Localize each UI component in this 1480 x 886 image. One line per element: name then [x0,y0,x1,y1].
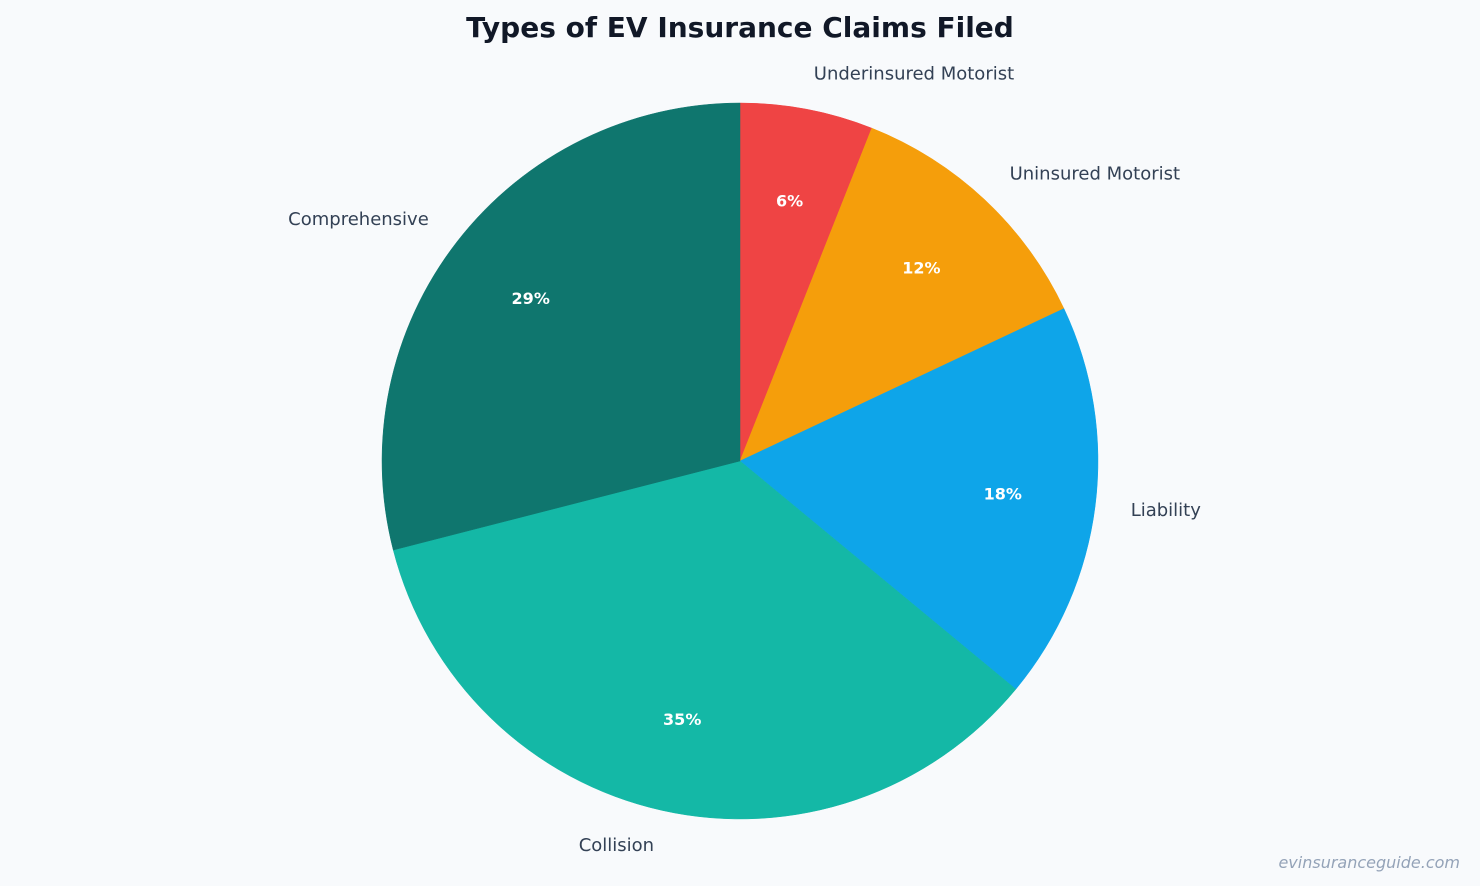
watermark: evinsuranceguide.com [1278,853,1460,872]
pct-label-underinsured-motorist: 6% [776,191,803,210]
pct-label-collision: 35% [663,710,701,729]
category-label-uninsured-motorist: Uninsured Motorist [1010,163,1180,184]
chart-title: Types of EV Insurance Claims Filed [466,11,1014,44]
pie-slices [381,102,1099,820]
pct-label-liability: 18% [984,485,1022,504]
category-label-collision: Collision [579,835,654,856]
pct-label-comprehensive: 29% [512,289,550,308]
pct-label-uninsured-motorist: 12% [902,258,940,277]
pie-slice-collision [392,460,1017,820]
category-label-underinsured-motorist: Underinsured Motorist [814,64,1014,85]
pie-slice-underinsured-motorist [739,102,873,462]
category-label-comprehensive: Comprehensive [288,209,429,230]
pie-slice-uninsured-motorist [739,127,1065,462]
pie-slice-liability [739,308,1099,690]
pie-slice-comprehensive [381,102,741,551]
category-labels: Underinsured Motorist Uninsured Motorist L… [288,64,1201,856]
percentage-labels: 6% 12% 18% 35% 29% [512,191,1022,729]
category-label-liability: Liability [1131,500,1202,521]
